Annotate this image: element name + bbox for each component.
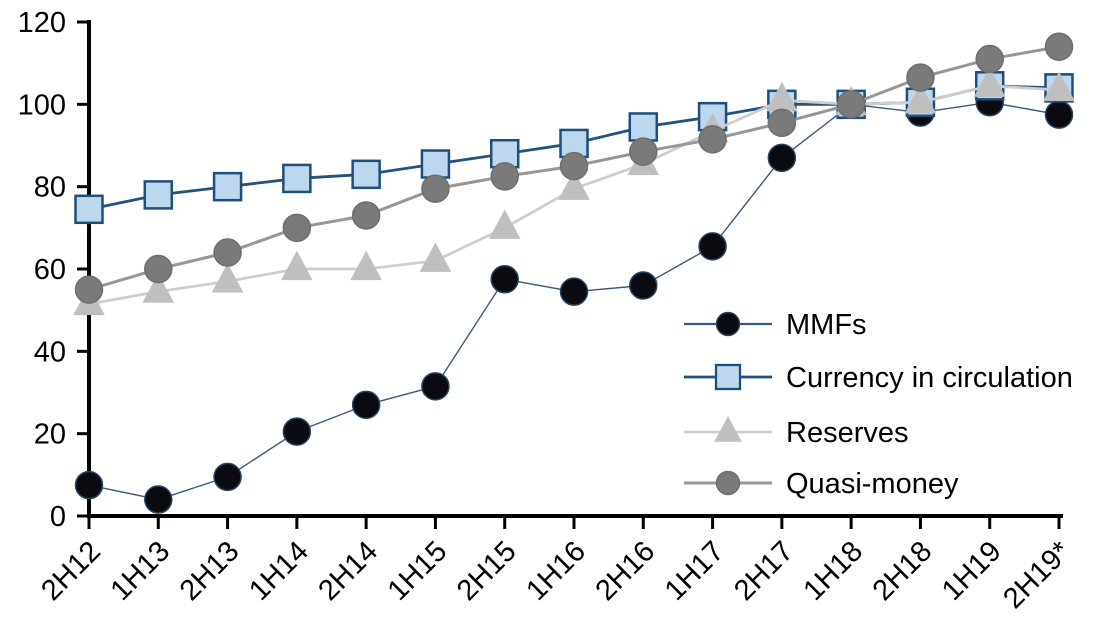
marker-reserves <box>488 209 521 239</box>
marker-mmfs <box>282 417 312 446</box>
marker-quasi-money <box>698 125 727 154</box>
marker-quasi-money <box>421 174 450 203</box>
marker-mmfs <box>559 277 589 306</box>
series-quasi-money <box>74 32 1074 304</box>
x-tick-label: 2H15 <box>451 535 523 607</box>
marker-reserves <box>281 250 313 281</box>
marker-currency-in-circulation <box>628 112 659 142</box>
y-tick-label: 80 <box>34 172 66 204</box>
marker-reserves <box>211 262 244 293</box>
marker-mmfs <box>213 462 242 492</box>
marker-currency-in-circulation <box>420 149 451 179</box>
x-tick-label: 1H18 <box>797 535 869 607</box>
legend-item-reserves <box>684 415 772 442</box>
x-tick-label: 1H14 <box>243 535 315 607</box>
marker-reserves <box>142 273 175 303</box>
marker-mmfs <box>421 372 450 401</box>
x-tick-label: 1H17 <box>659 535 731 607</box>
x-tick-label: 2H17 <box>728 535 800 607</box>
marker-mmfs <box>629 271 658 300</box>
marker-quasi-money <box>213 238 242 267</box>
x-tick-label: 2H14 <box>312 535 384 607</box>
marker-quasi-money <box>629 137 658 166</box>
marker-currency-in-circulation <box>143 180 174 210</box>
marker-quasi-money <box>767 108 797 138</box>
legend-label-currency-in-circulation: Currency in circulation <box>786 362 1073 394</box>
marker-quasi-money <box>144 254 173 284</box>
marker-quasi-money <box>906 63 935 92</box>
marker-currency-in-circulation <box>351 159 381 190</box>
legend-marker-reserves <box>714 415 742 442</box>
marker-mmfs <box>698 232 727 261</box>
series-layer <box>73 32 1075 514</box>
legend-label-reserves: Reserves <box>786 417 909 449</box>
marker-reserves <box>558 170 590 200</box>
legend-marker-mmfs <box>715 311 741 337</box>
marker-mmfs <box>351 390 381 420</box>
marker-reserves <box>350 250 382 281</box>
y-tick-label: 40 <box>34 336 66 368</box>
x-tick-label: 1H15 <box>382 535 454 607</box>
x-tick-label: 2H13 <box>174 535 246 607</box>
marker-mmfs <box>490 265 519 294</box>
x-tick-label: 1H13 <box>105 535 177 607</box>
marker-mmfs <box>767 143 797 173</box>
marker-reserves <box>1043 71 1075 102</box>
marker-currency-in-circulation <box>212 171 243 202</box>
legend-item-quasi-money <box>684 470 772 496</box>
marker-quasi-money <box>975 44 1004 74</box>
legend-item-mmfs <box>684 311 772 337</box>
x-tick-label: 2H18 <box>867 535 939 607</box>
marker-quasi-money <box>74 275 104 304</box>
marker-currency-in-circulation <box>489 138 520 169</box>
x-tick-label: 1H16 <box>520 535 592 607</box>
marker-currency-in-circulation <box>282 163 312 194</box>
x-tick-label: 2H16 <box>590 535 662 607</box>
marker-quasi-money <box>490 162 519 191</box>
legend-label-quasi-money: Quasi-money <box>786 468 959 500</box>
marker-mmfs <box>1044 100 1074 129</box>
marker-quasi-money <box>836 90 866 119</box>
y-tick-label: 120 <box>18 7 66 39</box>
y-tick-label: 100 <box>18 89 66 121</box>
marker-reserves <box>973 67 1006 97</box>
marker-quasi-money <box>351 201 381 230</box>
chart-legend: MMFs Currency in circulation Reserves Qu… <box>684 309 1073 500</box>
y-tick-label: 0 <box>50 501 66 533</box>
legend-marker-currency-in-circulation <box>714 363 742 391</box>
x-tick-label: 2H12 <box>35 535 107 607</box>
legend-label-mmfs: MMFs <box>786 309 867 341</box>
marker-mmfs <box>74 470 104 500</box>
x-tick-label: 2H19* <box>997 535 1077 615</box>
x-tick-label: 1H19 <box>936 535 1008 607</box>
legend-marker-quasi-money <box>715 470 741 496</box>
marker-reserves <box>904 83 937 114</box>
y-tick-label: 20 <box>34 419 66 451</box>
marker-reserves <box>419 242 452 272</box>
marker-quasi-money <box>559 151 589 181</box>
legend-item-currency-in-circulation <box>684 363 772 391</box>
marker-currency-in-circulation <box>74 194 104 225</box>
marker-quasi-money <box>1044 32 1074 61</box>
marker-mmfs <box>144 485 173 514</box>
y-tick-label: 60 <box>34 254 66 286</box>
marker-quasi-money <box>282 213 312 243</box>
legend-markers <box>684 311 772 496</box>
